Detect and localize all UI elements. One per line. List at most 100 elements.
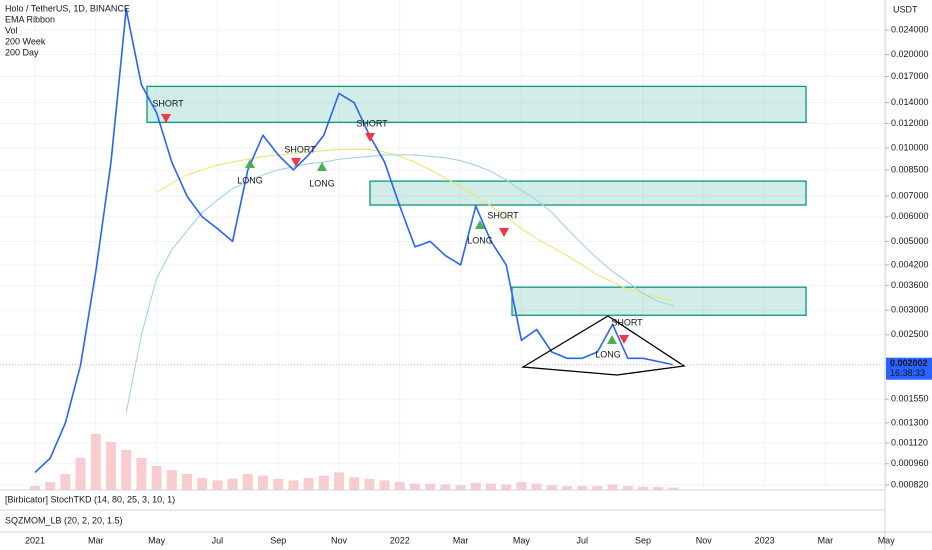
y-tick-label: 0.017000 bbox=[891, 71, 929, 81]
volume-bar bbox=[394, 482, 405, 490]
last-price-label: 0.002002 bbox=[890, 358, 928, 368]
pane-label: SQZMOM_LB (20, 2, 20, 1.5) bbox=[5, 515, 123, 525]
y-tick-label: 0.002500 bbox=[891, 329, 929, 339]
signal-marker bbox=[475, 220, 485, 229]
series-line bbox=[156, 148, 674, 303]
triangle-pattern bbox=[520, 315, 686, 376]
volume-bar bbox=[212, 480, 223, 490]
signal-label: LONG bbox=[595, 349, 621, 359]
volume-bar bbox=[622, 486, 633, 490]
volume-bar bbox=[410, 483, 420, 490]
volume-bar bbox=[75, 458, 86, 490]
pane-label: [Birbicator] StochTKD (14, 80, 25, 3, 10… bbox=[5, 494, 175, 504]
x-tick-label: May bbox=[513, 535, 531, 545]
volume-bar bbox=[258, 475, 268, 490]
volume-bar bbox=[425, 483, 436, 490]
x-tick-label: May bbox=[148, 535, 166, 545]
volume-bar bbox=[349, 477, 360, 490]
y-tick-label: 0.012000 bbox=[891, 118, 929, 128]
y-tick-label: 0.006000 bbox=[891, 211, 929, 221]
volume-bar bbox=[318, 475, 329, 490]
x-tick-label: Mar bbox=[818, 535, 834, 545]
signal-label: LONG bbox=[467, 235, 493, 245]
legend-entry: Vol bbox=[5, 25, 18, 35]
y-tick-label: 0.001550 bbox=[891, 394, 929, 404]
y-tick-label: 0.020000 bbox=[891, 49, 929, 59]
x-tick-label: Sep bbox=[270, 535, 286, 545]
signal-marker bbox=[499, 228, 509, 237]
signal-marker bbox=[161, 114, 171, 123]
volume-bar bbox=[470, 482, 481, 490]
x-tick-label: 2021 bbox=[25, 535, 45, 545]
volume-bar bbox=[364, 478, 375, 490]
line-layer bbox=[34, 8, 674, 473]
legend-entry: EMA Ribbon bbox=[5, 14, 55, 24]
x-tick-label: 2022 bbox=[390, 535, 410, 545]
volume-bar bbox=[166, 470, 177, 490]
volume-bar bbox=[227, 478, 238, 490]
zone bbox=[146, 85, 807, 123]
volume-bar bbox=[45, 482, 56, 490]
y-tick-label: 0.010000 bbox=[891, 142, 929, 152]
volume-bar bbox=[607, 484, 618, 490]
signal-marker bbox=[317, 162, 327, 171]
y-tick-label: 0.005000 bbox=[891, 236, 929, 246]
legend-entry: 200 Week bbox=[5, 36, 46, 46]
y-tick-label: 0.024000 bbox=[891, 24, 929, 34]
signal-marker bbox=[607, 335, 617, 344]
series-line bbox=[34, 8, 674, 473]
volume-bar bbox=[562, 486, 572, 490]
signal-label: LONG bbox=[309, 178, 335, 188]
countdown: 16:38:33 bbox=[890, 368, 925, 378]
volume-bar bbox=[121, 450, 132, 490]
y-tick-label: 0.000820 bbox=[891, 479, 929, 489]
volume-bar bbox=[303, 478, 314, 490]
series-line bbox=[125, 154, 674, 414]
volume-bar bbox=[531, 483, 542, 490]
volume-layer bbox=[30, 434, 679, 490]
volume-bar bbox=[242, 474, 253, 490]
last-price-box bbox=[886, 357, 932, 380]
volume-bar bbox=[288, 480, 299, 490]
signal-marker bbox=[619, 335, 629, 344]
signal-label: SHORT bbox=[611, 317, 643, 327]
volume-bar bbox=[334, 472, 344, 490]
y-tick-label: 0.004200 bbox=[891, 259, 929, 269]
volume-bar bbox=[197, 478, 208, 490]
volume-bar bbox=[455, 485, 466, 490]
signal-marker bbox=[365, 133, 375, 142]
signal-label: SHORT bbox=[487, 210, 519, 220]
volume-bar bbox=[653, 486, 664, 490]
currency-label: USDT bbox=[893, 4, 918, 14]
x-tick-label: Mar bbox=[453, 535, 469, 545]
legend-entry: 200 Day bbox=[5, 47, 39, 57]
legend-entry: Holo / TetherUS, 1D, BINANCE bbox=[5, 3, 130, 13]
signal-label: SHORT bbox=[152, 98, 184, 108]
volume-bar bbox=[440, 484, 451, 490]
volume-bar bbox=[516, 482, 527, 490]
y-tick-label: 0.008500 bbox=[891, 164, 929, 174]
y-tick-label: 0.000960 bbox=[891, 458, 929, 468]
volume-bar bbox=[273, 478, 284, 490]
volume-bar bbox=[486, 483, 496, 490]
volume-bar bbox=[379, 480, 390, 490]
grid bbox=[0, 0, 887, 490]
x-tick-label: Mar bbox=[88, 535, 104, 545]
volume-bar bbox=[106, 442, 116, 490]
y-tick-label: 0.001300 bbox=[891, 417, 929, 427]
x-tick-label: Nov bbox=[696, 535, 713, 545]
volume-bar bbox=[546, 485, 557, 490]
volume-bar bbox=[90, 434, 101, 490]
volume-bar bbox=[638, 486, 648, 490]
y-tick-label: 0.003000 bbox=[891, 305, 929, 315]
volume-bar bbox=[668, 487, 679, 490]
signal-marker bbox=[291, 158, 301, 167]
volume-bar bbox=[30, 486, 40, 490]
signal-label: LONG bbox=[237, 175, 263, 185]
volume-bar bbox=[182, 474, 192, 490]
y-tick-label: 0.001120 bbox=[891, 437, 928, 447]
volume-bar bbox=[151, 466, 162, 490]
volume-bar bbox=[60, 474, 71, 490]
signal-label: SHORT bbox=[284, 144, 316, 154]
